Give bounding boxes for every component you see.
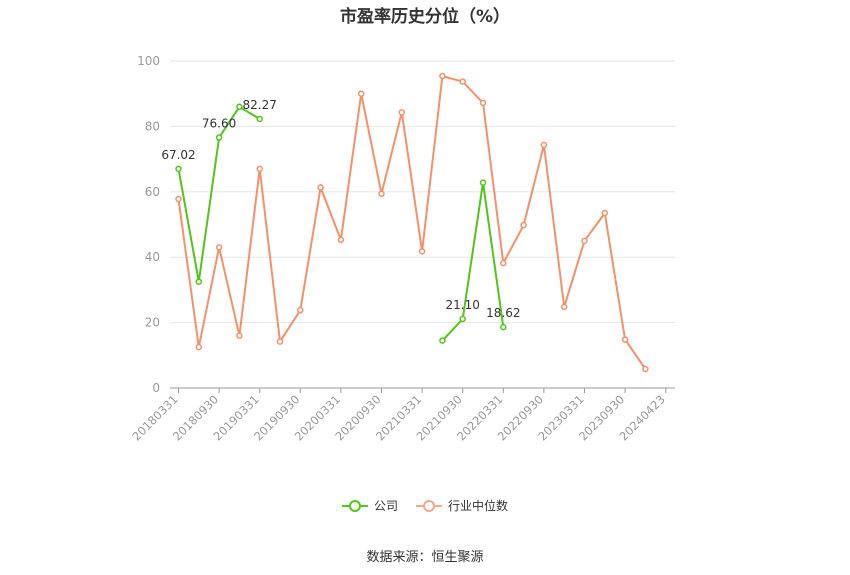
data-point-1[interactable] bbox=[337, 236, 345, 244]
data-point-1[interactable] bbox=[479, 99, 487, 107]
grid-lines bbox=[170, 60, 675, 324]
data-point-1[interactable] bbox=[560, 303, 568, 311]
data-point-0[interactable] bbox=[236, 103, 243, 111]
y-tick-label: 100 bbox=[137, 54, 160, 68]
data-labels: 67.02 76.60 82.27 21.10 18.62 bbox=[161, 98, 520, 320]
data-point-0[interactable] bbox=[500, 323, 507, 331]
data-point-1[interactable] bbox=[297, 306, 304, 314]
data-label: 21.10 bbox=[446, 298, 480, 312]
data-point-0[interactable] bbox=[439, 337, 446, 344]
data-point-0[interactable] bbox=[479, 179, 487, 186]
data-label: 76.60 bbox=[202, 117, 236, 131]
data-point-1[interactable] bbox=[621, 336, 629, 343]
y-tick-label: 60 bbox=[145, 185, 160, 199]
series-lines bbox=[177, 74, 647, 370]
data-label: 82.27 bbox=[243, 98, 277, 112]
data-label: 67.02 bbox=[161, 148, 195, 162]
y-axis-ticks: 0 20 40 60 80 100 bbox=[137, 54, 160, 395]
data-point-1[interactable] bbox=[276, 338, 284, 345]
y-tick-label: 40 bbox=[145, 250, 160, 264]
legend-industry-label: 行业中位数 bbox=[448, 499, 509, 513]
data-point-0[interactable] bbox=[215, 134, 223, 141]
data-point-1[interactable] bbox=[581, 237, 588, 245]
legend-item-company[interactable]: 公司 bbox=[341, 497, 398, 514]
data-point-1[interactable] bbox=[378, 190, 385, 198]
series-line-0 bbox=[441, 182, 505, 342]
chart-title: 市盈率历史分位（%） bbox=[339, 7, 511, 27]
data-point-1[interactable] bbox=[357, 90, 365, 97]
data-point-1[interactable] bbox=[418, 248, 426, 255]
x-axis-ticks: 2018033120180930201903312019093020200331… bbox=[129, 388, 668, 444]
data-point-1[interactable] bbox=[236, 332, 243, 339]
data-source: 数据来源：恒生聚源 bbox=[366, 550, 484, 565]
data-point-1[interactable] bbox=[215, 244, 223, 251]
data-point-0[interactable] bbox=[175, 165, 182, 173]
data-point-1[interactable] bbox=[601, 209, 609, 217]
data-point-0[interactable] bbox=[256, 115, 263, 123]
data-point-1[interactable] bbox=[256, 165, 263, 173]
series-line-0 bbox=[177, 105, 261, 282]
data-point-1[interactable] bbox=[439, 72, 446, 80]
data-point-1[interactable] bbox=[398, 109, 406, 116]
data-point-1[interactable] bbox=[317, 184, 324, 191]
series-points bbox=[175, 72, 649, 373]
data-label: 18.62 bbox=[486, 306, 520, 320]
data-point-1[interactable] bbox=[540, 141, 548, 149]
legend: 公司 行业中位数 bbox=[0, 497, 850, 514]
data-point-0[interactable] bbox=[459, 315, 466, 323]
y-tick-label: 0 bbox=[152, 381, 160, 395]
legend-item-industry[interactable]: 行业中位数 bbox=[416, 497, 508, 514]
data-point-1[interactable] bbox=[195, 343, 203, 351]
data-point-1[interactable] bbox=[459, 78, 466, 85]
data-point-1[interactable] bbox=[500, 259, 507, 267]
legend-company-label: 公司 bbox=[373, 499, 398, 513]
series-line-1 bbox=[177, 74, 647, 370]
chart-area: 0 20 40 60 80 100 201803312018093020190331201… bbox=[129, 54, 675, 444]
y-tick-label: 80 bbox=[145, 119, 160, 133]
data-point-1[interactable] bbox=[642, 365, 649, 373]
data-point-1[interactable] bbox=[175, 195, 182, 203]
legend-company-marker bbox=[341, 499, 368, 512]
data-point-0[interactable] bbox=[195, 278, 203, 285]
legend-industry-marker bbox=[416, 499, 442, 512]
y-tick-label: 20 bbox=[145, 316, 160, 330]
data-point-1[interactable] bbox=[520, 221, 527, 229]
